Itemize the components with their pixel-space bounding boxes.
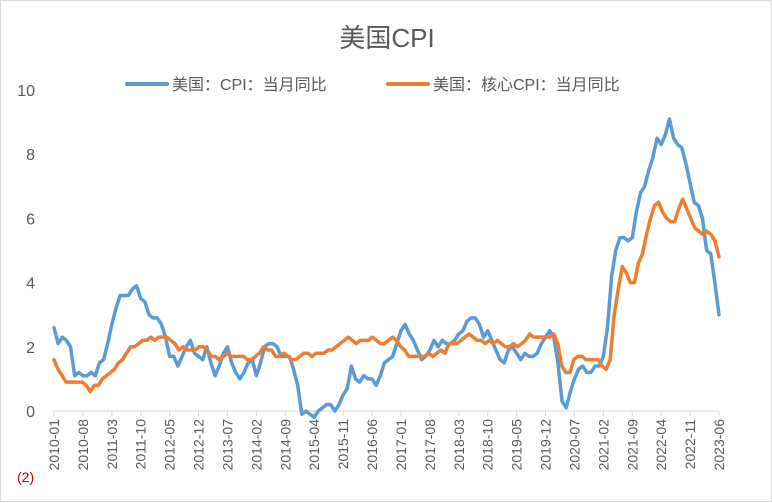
y-tick-label: 4 xyxy=(26,276,35,293)
legend-label-core-cpi: 美国：核心CPI：当月同比 xyxy=(433,76,620,94)
x-tick-label: 2022-04 xyxy=(653,419,669,471)
x-tick-label: 2011-10 xyxy=(133,419,149,470)
x-tick-label: 2022-11 xyxy=(682,419,698,470)
y-tick-label: 0 xyxy=(26,404,35,421)
y-axis: 0 2 4 6 8 10 xyxy=(17,83,35,421)
x-tick-label: 2020-07 xyxy=(566,419,582,471)
cpi-line xyxy=(52,117,721,420)
core-cpi-line xyxy=(52,197,721,394)
figure-note: (2) xyxy=(17,469,34,485)
series-layer xyxy=(52,117,721,420)
legend-label-cpi: 美国：CPI：当月同比 xyxy=(172,76,327,94)
x-tick-label: 2018-10 xyxy=(480,419,496,471)
y-tick-label: 6 xyxy=(26,211,35,228)
x-axis: 2010-01 2010-08 2011-03 2011-10 2012-05 2012-… xyxy=(46,410,727,471)
x-tick-label: 2014-02 xyxy=(248,419,264,471)
x-tick-label: 2019-05 xyxy=(509,419,525,471)
x-tick-label: 2017-08 xyxy=(422,419,438,471)
x-tick-label: 2014-09 xyxy=(277,419,293,471)
x-tick-label: 2012-05 xyxy=(162,419,178,471)
x-tick-label: 2019-12 xyxy=(538,419,554,471)
x-tick-label: 2012-12 xyxy=(191,419,207,471)
y-tick-label: 2 xyxy=(26,340,35,357)
x-tick-label: 2015-04 xyxy=(306,419,322,471)
x-tick-label: 2013-07 xyxy=(219,419,235,471)
x-tick-label: 2015-11 xyxy=(335,419,351,470)
legend: 美国：CPI：当月同比 美国：核心CPI：当月同比 xyxy=(125,76,620,94)
x-tick-label: 2017-01 xyxy=(393,419,409,471)
y-tick-label: 10 xyxy=(17,83,35,100)
x-tick-label: 2011-03 xyxy=(104,419,120,470)
x-tick-label: 2021-02 xyxy=(595,419,611,471)
y-tick-label: 8 xyxy=(26,147,35,164)
x-tick-label: 2023-06 xyxy=(711,419,727,471)
x-tick-label: 2016-06 xyxy=(364,419,380,471)
x-tick-label: 2010-01 xyxy=(46,419,62,471)
chart-title: 美国CPI xyxy=(339,23,434,53)
x-tick-label: 2021-09 xyxy=(624,419,640,471)
x-tick-label: 2018-03 xyxy=(451,419,467,471)
x-tick-label: 2010-08 xyxy=(75,419,91,471)
